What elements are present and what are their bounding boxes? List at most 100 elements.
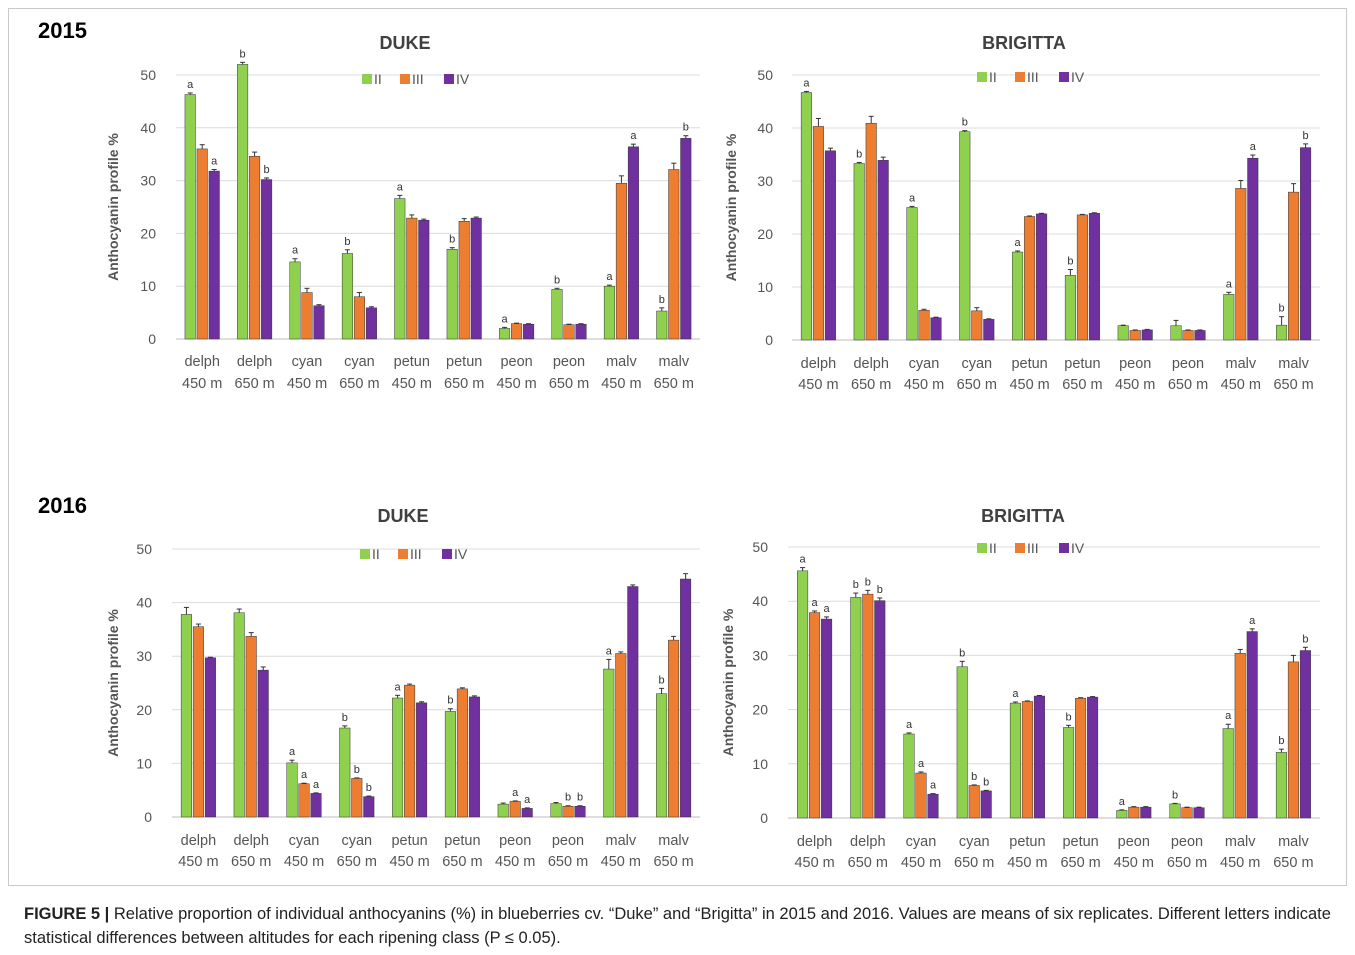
year-label-2016: 2016 bbox=[38, 493, 87, 518]
chart-2016-brigitta-bar-iii bbox=[1021, 701, 1033, 819]
chart-2015-duke-x-tick-label-altitude: 650 m bbox=[339, 376, 379, 392]
chart-2016-duke-significance-letter: b bbox=[565, 792, 571, 804]
chart-2015-brigitta-bar-iii bbox=[1182, 330, 1194, 341]
chart-2016-brigitta-y-tick-label: 40 bbox=[752, 593, 768, 609]
chart-2016-duke-bar-ii bbox=[233, 612, 245, 818]
chart-2015-brigitta-legend-label-iv: IV bbox=[1071, 69, 1085, 85]
chart-2015-brigitta-x-tick-label-altitude: 450 m bbox=[1221, 377, 1261, 393]
chart-2015-duke-significance-letter: b bbox=[264, 164, 270, 176]
chart-2016-brigitta-y-tick-label: 30 bbox=[752, 647, 768, 663]
chart-2016-brigitta-legend-label-ii: II bbox=[989, 540, 997, 556]
chart-2015-duke-x-tick-label: delph bbox=[184, 354, 219, 370]
chart-2016-brigitta-significance-letter: b bbox=[853, 579, 859, 591]
chart-2016-duke-bar-iv bbox=[627, 586, 639, 818]
chart-2015-duke-bar-iii bbox=[196, 148, 208, 340]
chart-2015-brigitta-y-tick-label: 50 bbox=[757, 67, 773, 83]
chart-2015-duke-x-tick-label-altitude: 650 m bbox=[549, 376, 589, 392]
chart-2015-duke-x-tick-label-altitude: 650 m bbox=[234, 376, 274, 392]
chart-2016-duke-y-axis-label: Anthocyanin profile % bbox=[105, 609, 121, 757]
chart-2015-duke-bar-ii bbox=[289, 261, 301, 340]
chart-2015-brigitta-bar-iv bbox=[1088, 213, 1100, 341]
chart-2015-duke-x-tick-label-altitude: 650 m bbox=[654, 376, 694, 392]
chart-2016-brigitta-significance-letter: b bbox=[1066, 711, 1072, 723]
chart-2015-brigitta-significance-letter: b bbox=[1279, 303, 1285, 315]
chart-2016-duke-y-tick-label: 50 bbox=[136, 541, 152, 557]
chart-2016-brigitta-significance-letter: a bbox=[906, 719, 913, 731]
chart-2016-duke-bar-iv bbox=[680, 578, 692, 818]
chart-2015-brigitta-x-tick-label-altitude: 450 m bbox=[1009, 377, 1049, 393]
chart-2016-duke-significance-letter: b bbox=[342, 712, 348, 724]
chart-2016-brigitta-y-axis-label: Anthocyanin profile % bbox=[720, 608, 736, 756]
chart-2016-brigitta-significance-letter: a bbox=[800, 554, 807, 566]
chart-2015-duke-significance-letter: a bbox=[630, 130, 637, 142]
chart-2015-duke-significance-letter: b bbox=[240, 48, 246, 60]
chart-2015-brigitta-x-tick-label: malv bbox=[1278, 356, 1309, 372]
chart-2016-duke-x-tick-label: petun bbox=[391, 833, 427, 849]
chart-2016-duke-bar-ii bbox=[392, 697, 404, 818]
chart-2015-brigitta-x-tick-label: petun bbox=[1064, 356, 1100, 372]
chart-2015-duke-bar-iv bbox=[261, 179, 273, 340]
chart-2015-duke-bar-ii bbox=[184, 94, 196, 340]
chart-2015-brigitta-x-tick-label-altitude: 650 m bbox=[1168, 377, 1208, 393]
chart-2015-brigitta-bar-iii bbox=[812, 126, 824, 341]
chart-2016-duke-significance-letter: b bbox=[447, 695, 453, 707]
chart-2015-duke-significance-letter: a bbox=[187, 79, 194, 91]
chart-2016-duke-significance-letter: b bbox=[577, 792, 583, 804]
chart-2016-duke-x-tick-label: peon bbox=[552, 833, 584, 849]
chart-2015-brigitta-legend-swatch-iii bbox=[1015, 72, 1025, 82]
chart-2016-duke-significance-letter: a bbox=[313, 779, 320, 791]
year-label-2015: 2015 bbox=[38, 18, 87, 43]
chart-2015-duke-significance-letter: a bbox=[502, 313, 509, 325]
chart-2016-brigitta-x-tick-label-altitude: 450 m bbox=[1114, 855, 1154, 871]
chart-2015-brigitta-x-tick-label: cyan bbox=[961, 356, 992, 372]
caption-text: Relative proportion of individual anthoc… bbox=[24, 905, 1331, 947]
chart-2016-brigitta-bar-iii bbox=[1234, 652, 1246, 819]
chart-2016-brigitta-y-tick-label: 10 bbox=[752, 756, 768, 772]
chart-2015-duke-y-tick-label: 10 bbox=[140, 278, 156, 294]
chart-2016-duke-y-tick-label: 20 bbox=[136, 702, 152, 718]
chart-2016-brigitta-bar-iv bbox=[1140, 806, 1152, 819]
chart-2015-duke-bar-iii bbox=[615, 182, 627, 340]
chart-2016-brigitta-significance-letter: b bbox=[971, 771, 977, 783]
chart-2016-brigitta-significance-letter: a bbox=[824, 603, 831, 615]
chart-2015-duke-significance-letter: a bbox=[606, 271, 613, 283]
chart-2016-duke-x-tick-label-altitude: 450 m bbox=[284, 854, 324, 870]
chart-2015-brigitta-bar-iv bbox=[1247, 157, 1259, 341]
chart-2016-brigitta-significance-letter: b bbox=[983, 776, 989, 788]
chart-2016-brigitta-bar-iv bbox=[1299, 650, 1311, 819]
chart-2015-duke-bar-ii bbox=[499, 328, 511, 340]
chart-2016-brigitta-bar-ii bbox=[1169, 803, 1181, 819]
chart-2016-brigitta-legend-swatch-iv bbox=[1059, 543, 1069, 553]
chart-2015-duke-bar-iv bbox=[575, 323, 587, 340]
chart-2016-duke-title: DUKE bbox=[377, 506, 428, 526]
chart-2015-duke-x-tick-label: malv bbox=[606, 354, 637, 370]
chart-2015-brigitta-x-tick-label-altitude: 450 m bbox=[798, 377, 838, 393]
chart-2016-duke-bar-ii bbox=[444, 711, 456, 818]
chart-2015-brigitta-bar-iii bbox=[971, 310, 983, 341]
chart-2016-duke-bar-ii bbox=[180, 614, 192, 818]
chart-2016-brigitta-bar-iii bbox=[1128, 806, 1140, 819]
chart-2015-brigitta-bar-iii bbox=[1288, 191, 1300, 341]
chart-2015-duke-significance-letter: b bbox=[683, 122, 689, 134]
chart-2016-brigitta-x-tick-label-altitude: 450 m bbox=[1007, 855, 1047, 871]
chart-2015-duke-x-tick-label-altitude: 450 m bbox=[392, 376, 432, 392]
chart-2015-brigitta-bar-iii bbox=[1235, 188, 1247, 341]
chart-2016-brigitta-bar-iv bbox=[821, 618, 833, 819]
chart-2016-brigitta-bar-iii bbox=[968, 785, 980, 819]
chart-2015-duke-bar-ii bbox=[341, 253, 353, 340]
chart-2016-brigitta-y-tick-label: 0 bbox=[760, 810, 768, 826]
figure-caption: FIGURE 5 | Relative proportion of indivi… bbox=[24, 902, 1339, 950]
chart-2016-brigitta-significance-letter: a bbox=[1225, 710, 1232, 722]
chart-2016-duke-bar-iv bbox=[363, 796, 375, 818]
chart-2016-duke-x-tick-label-altitude: 450 m bbox=[178, 854, 218, 870]
chart-2016-duke-x-tick-label: cyan bbox=[289, 833, 320, 849]
chart-2016-brigitta-bar-ii bbox=[1116, 810, 1128, 819]
chart-2016-duke-y-tick-label: 40 bbox=[136, 595, 152, 611]
chart-2016-duke-y-tick-label: 10 bbox=[136, 755, 152, 771]
chart-2015-brigitta-legend-label-iii: III bbox=[1027, 69, 1039, 85]
chart-2015-duke-bar-iii bbox=[249, 156, 261, 340]
chart-2016-brigitta-significance-letter: b bbox=[865, 576, 871, 588]
chart-2015-duke-y-tick-label: 40 bbox=[140, 120, 156, 136]
chart-2016-duke-significance-letter: a bbox=[524, 794, 531, 806]
chart-2016-duke-x-tick-label-altitude: 650 m bbox=[653, 854, 693, 870]
